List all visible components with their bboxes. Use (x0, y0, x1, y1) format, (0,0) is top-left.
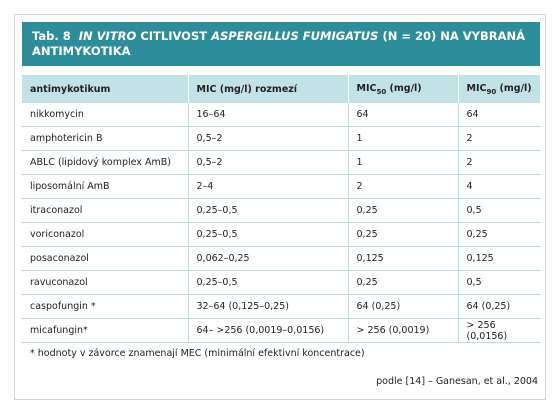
header-text: MIC (356, 82, 377, 94)
table-cell: 2 (457, 150, 540, 175)
table-cell: 0,25–0,5 (187, 222, 348, 247)
header-text: MIC (mg/l) rozmezí (196, 83, 298, 95)
table-cell: > 256 (0,0156) (457, 318, 540, 343)
table-cell: 0,25 (457, 222, 540, 247)
table-cell: 0,5 (457, 198, 540, 223)
table-cell: 2 (457, 126, 540, 151)
source: podle [14] – Ganesan, et al., 2004 (376, 376, 538, 387)
table: antimykotikum MIC (mg/l) rozmezí MIC50 (mg… (22, 75, 540, 343)
table-cell: 0,25 (347, 222, 458, 247)
table-cell: 1 (347, 150, 458, 175)
title-part: ASPERGILLUS FUMIGATUS (211, 29, 379, 43)
table-cell: 0,125 (457, 246, 540, 271)
table-cell: 16–64 (187, 103, 348, 127)
table-cell: > 256 (0,0019) (347, 318, 458, 343)
table-label: Tab. 8 (32, 29, 71, 43)
table-cell: 0,25 (347, 270, 458, 295)
table-cell: 0,25 (347, 198, 458, 223)
table-cell: amphotericin B (22, 126, 188, 151)
table-row: posaconazol 0,062–0,25 0,125 0,125 (22, 246, 540, 271)
column-header: MIC50 (mg/l) (347, 75, 458, 103)
table-cell: ravuconazol (22, 270, 188, 295)
column-header: MIC (mg/l) rozmezí (187, 75, 348, 103)
header-text: antimykotikum (30, 83, 111, 95)
table-row: liposomální AmB 2–4 2 4 (22, 174, 540, 199)
table-cell: liposomální AmB (22, 174, 188, 199)
table-cell: 0,25–0,5 (187, 198, 348, 223)
table-row: ravuconazol 0,25–0,5 0,25 0,5 (22, 270, 540, 295)
table-cell: 0,25–0,5 (187, 270, 348, 295)
table-cell: 0,5 (457, 270, 540, 295)
header-text: MIC (466, 82, 487, 94)
table-row: voriconazol 0,25–0,5 0,25 0,25 (22, 222, 540, 247)
table-cell: 0,5–2 (187, 126, 348, 151)
table-cell: 0,125 (347, 246, 458, 271)
table-cell: itraconazol (22, 198, 188, 223)
table-cell: 32–64 (0,125–0,25) (187, 294, 348, 319)
table-title: Tab. 8 IN VITRO CITLIVOST ASPERGILLUS FUM… (22, 22, 540, 66)
title-part: (N = 20) NA VYBRANÁ ANTIMYKOTIKA (32, 29, 526, 58)
table-cell: 2 (347, 174, 458, 199)
table-cell: 2–4 (187, 174, 348, 199)
table-row: caspofungin * 32–64 (0,125–0,25) 64 (0,25)… (22, 294, 540, 319)
table-cell: 1 (347, 126, 458, 151)
table-cell: voriconazol (22, 222, 188, 247)
table-cell: ABLC (lipidový komplex AmB) (22, 150, 188, 175)
table-cell: nikkomycin (22, 103, 188, 127)
header-unit: (mg/l) (499, 82, 532, 94)
table-cell: 4 (457, 174, 540, 199)
header-subscript: 50 (376, 87, 387, 96)
title-part: CITLIVOST (140, 29, 208, 43)
column-header: antimykotikum (22, 75, 188, 103)
table-body: nikkomycin 16–64 64 64 amphotericin B 0,5–2 1 2… (22, 103, 540, 343)
table-cell: 64 (0,25) (457, 294, 540, 319)
table-row: amphotericin B 0,5–2 1 2 (22, 126, 540, 151)
table-cell: 64 (457, 103, 540, 127)
table-cell: posaconazol (22, 246, 188, 271)
table-row: micafungin* 64– >256 (0,0019–0,0156) > 256… (22, 318, 540, 343)
header-subscript: 90 (486, 87, 497, 96)
table-cell: 0,5–2 (187, 150, 348, 175)
frame (14, 14, 546, 400)
table-cell: 0,062–0,25 (187, 246, 348, 271)
title-part: IN VITRO (78, 29, 137, 43)
table-cell: caspofungin * (22, 294, 188, 319)
footnote: * hodnoty v závorce znamenají MEC (minim… (30, 348, 365, 359)
table-row: itraconazol 0,25–0,5 0,25 0,5 (22, 198, 540, 223)
table-cell: 64 (0,25) (347, 294, 458, 319)
table-cell: micafungin* (22, 318, 188, 343)
table-cell: 64– >256 (0,0019–0,0156) (187, 318, 348, 343)
header-row: antimykotikum MIC (mg/l) rozmezí MIC50 (mg… (22, 75, 540, 103)
table-row: ABLC (lipidový komplex AmB) 0,5–2 1 2 (22, 150, 540, 175)
table-row: nikkomycin 16–64 64 64 (22, 103, 540, 127)
table-cell: 64 (347, 103, 458, 127)
column-header: MIC90 (mg/l) (457, 75, 540, 103)
header-unit: (mg/l) (389, 82, 422, 94)
